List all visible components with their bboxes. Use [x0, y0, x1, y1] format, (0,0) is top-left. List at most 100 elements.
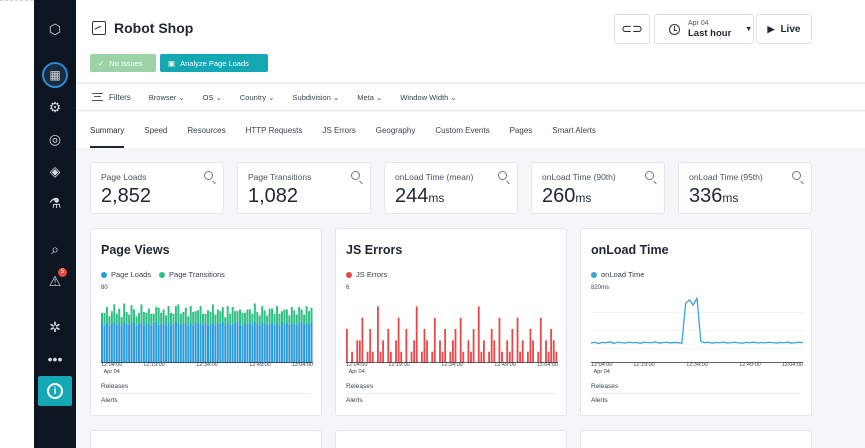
bar-page-loads [150, 325, 153, 363]
bar-page-transitions [207, 310, 209, 326]
zoom-icon[interactable] [204, 171, 213, 180]
bar-page-transitions [258, 315, 261, 326]
tab-pages[interactable]: Pages [509, 125, 533, 135]
filter-window-width[interactable]: Window Width ⌄ [400, 92, 457, 102]
js-errors-chart[interactable] [346, 291, 558, 363]
bar-page-loads [224, 325, 227, 363]
bar-page-loads [145, 323, 148, 363]
page-title-text: Robot Shop [114, 20, 194, 36]
no-issues-button[interactable]: ✓ No Issues [90, 54, 156, 72]
bar-js-errors [410, 351, 413, 363]
page-views-chart[interactable] [101, 291, 313, 363]
bar-page-loads [246, 323, 249, 363]
legend-onload-time[interactable]: onLoad Time [591, 270, 644, 279]
zoom-icon[interactable] [645, 171, 654, 180]
bar-page-transitions [197, 310, 200, 324]
share-link-button[interactable]: ⊂⊃ [614, 14, 650, 44]
bar-page-loads [184, 322, 187, 363]
analyze-label: Analyze Page Loads [180, 58, 249, 68]
bar-page-loads [258, 325, 261, 363]
stat-label: onLoad Time (mean) [395, 172, 474, 182]
bar-page-loads [290, 323, 293, 363]
x-tick-label: 12:19:00 [143, 362, 165, 368]
bar-page-transitions [115, 313, 118, 325]
legend-js-errors[interactable]: JS Errors [346, 270, 387, 279]
tab-js-errors[interactable]: JS Errors [322, 125, 356, 135]
bar-js-errors [493, 340, 496, 363]
y-max-label: 820ms [591, 285, 610, 291]
bar-page-transitions [308, 311, 311, 324]
bar-page-transitions [160, 312, 163, 324]
bar-page-loads [110, 323, 113, 363]
alerts-label: Alerts [346, 397, 363, 404]
tab-custom-events[interactable]: Custom Events [435, 125, 490, 135]
analyze-page-loads-button[interactable]: ▣ Analyze Page Loads [160, 54, 268, 72]
bar-page-loads [152, 322, 155, 363]
releases-label: Releases [346, 383, 374, 390]
filters-label: Filters [109, 92, 131, 102]
filter-country[interactable]: Country ⌄ [239, 92, 275, 102]
filter-os[interactable]: OS ⌄ [202, 92, 222, 102]
settings-icon[interactable]: ✲ [49, 318, 61, 335]
applications-icon[interactable]: ⚙ [48, 98, 62, 115]
bar-page-transitions [199, 306, 202, 323]
tab-geography[interactable]: Geography [375, 125, 416, 135]
filter-subdivision[interactable]: Subdivision ⌄ [292, 92, 340, 102]
bar-page-transitions [123, 303, 126, 323]
analytics-icon[interactable]: ⌕ [51, 240, 59, 257]
bar-page-transitions [142, 312, 145, 325]
bar-page-loads [103, 324, 106, 363]
bar-js-errors [356, 340, 359, 363]
zoom-icon[interactable] [351, 171, 360, 180]
check-icon: ✓ [98, 58, 105, 68]
bar-page-transitions [103, 312, 106, 325]
legend-page-transitions[interactable]: Page Transitions [159, 270, 225, 279]
more-icon[interactable]: ••• [47, 351, 63, 367]
logo-icon[interactable]: ⬡ [48, 20, 62, 37]
y-max-label: 6 [346, 285, 350, 291]
infrastructure-icon[interactable]: ◈ [49, 162, 61, 179]
bar-js-errors [400, 351, 403, 363]
bar-page-loads [261, 322, 264, 363]
filter-browser[interactable]: Browser ⌄ [148, 92, 185, 102]
bar-js-errors [439, 340, 441, 363]
tab-resources[interactable]: Resources [187, 125, 226, 135]
x-tick-label: 12:04:00 Apr 04 [101, 362, 123, 375]
bar-js-errors [454, 329, 457, 363]
bar-page-loads [130, 321, 133, 363]
bar-js-errors [472, 329, 475, 363]
tab-summary[interactable]: Summary [90, 112, 125, 148]
filter-meta[interactable]: Meta ⌄ [357, 92, 383, 102]
tab-http-requests[interactable]: HTTP Requests [245, 125, 303, 135]
services-icon[interactable]: ◎ [48, 130, 62, 147]
bar-page-loads [101, 323, 103, 363]
bar-page-loads [105, 322, 108, 363]
stat-onload-mean: onLoad Time (mean) 244ms [384, 162, 518, 214]
websites-icon[interactable]: ▦ [34, 62, 76, 88]
tab-smart-alerts[interactable]: Smart Alerts [552, 125, 596, 135]
bar-js-errors [379, 351, 382, 363]
alerts-label: Alerts [101, 397, 118, 404]
zoom-icon[interactable] [792, 171, 801, 180]
time-range-picker[interactable]: Apr 04 Last hour ▼ [654, 14, 754, 44]
bar-page-transitions [194, 311, 197, 322]
bar-page-transitions [130, 305, 133, 322]
tab-speed[interactable]: Speed [144, 125, 168, 135]
bar-js-errors [550, 329, 553, 363]
bar-page-transitions [135, 316, 138, 326]
lab-icon[interactable]: ⚗ [48, 194, 62, 211]
live-label: Live [780, 23, 801, 35]
alerts-icon[interactable]: ⚠ 5 [34, 268, 76, 294]
bar-js-errors [413, 340, 416, 363]
bar-page-transitions [145, 312, 148, 324]
zoom-icon[interactable] [498, 171, 507, 180]
bar-js-errors [488, 351, 491, 363]
info-button[interactable]: i [38, 376, 72, 406]
bar-page-loads [236, 321, 239, 363]
filters-toggle[interactable]: Filters [92, 93, 131, 102]
bar-js-errors [526, 351, 529, 363]
live-button[interactable]: ▶ Live [756, 14, 812, 44]
onload-time-chart[interactable] [591, 291, 803, 363]
bar-page-transitions [248, 309, 251, 324]
legend-page-loads[interactable]: Page Loads [101, 270, 151, 279]
